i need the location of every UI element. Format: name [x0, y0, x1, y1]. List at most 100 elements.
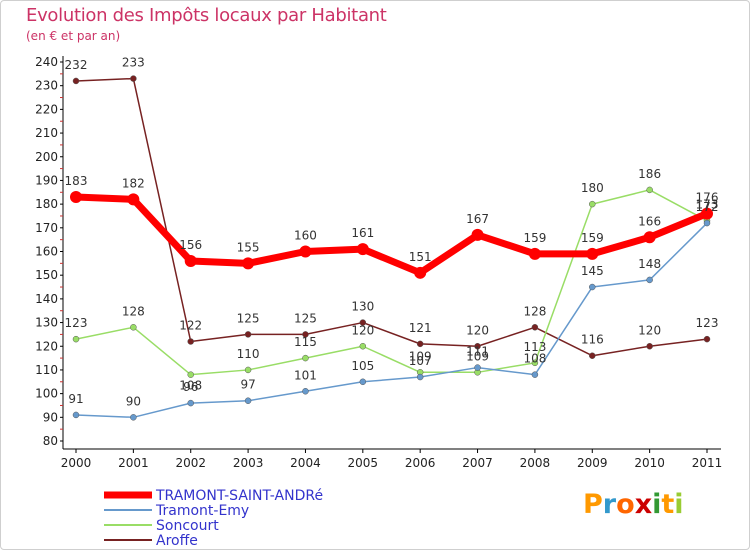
data-label: 156: [179, 238, 202, 252]
series-line-soncourt: [75, 189, 708, 376]
data-label: 116: [581, 333, 604, 347]
logo-letter: o: [616, 489, 635, 520]
y-tick-label: 200: [35, 150, 58, 164]
data-point: [414, 266, 427, 279]
data-label: 121: [409, 321, 432, 335]
data-label: 109: [409, 349, 432, 363]
data-label: 176: [696, 191, 719, 205]
proxiti-logo: Proxiti: [583, 489, 684, 520]
legend-label: Aroffe: [156, 533, 198, 549]
data-label: 110: [237, 347, 260, 361]
data-label: 108: [523, 352, 546, 366]
y-tick-label: 230: [35, 79, 58, 93]
y-tick-label: 90: [43, 410, 58, 424]
x-tick-label: 2000: [61, 456, 92, 470]
logo-letter: P: [583, 489, 603, 520]
data-label: 91: [68, 392, 83, 406]
data-label: 125: [294, 311, 317, 325]
data-label: 130: [351, 300, 374, 314]
data-point: [244, 366, 252, 374]
data-label: 113: [523, 340, 546, 354]
data-point: [589, 200, 596, 208]
data-point: [531, 359, 539, 367]
data-label: 123: [696, 316, 719, 330]
data-label: 172: [696, 200, 719, 214]
data-point: [302, 354, 309, 362]
y-tick-label: 130: [35, 316, 58, 330]
y-tick-label: 140: [35, 292, 58, 306]
data-point: [471, 228, 484, 241]
y-tick-label: 150: [35, 268, 58, 282]
data-point: [359, 343, 367, 350]
data-label: 151: [409, 250, 432, 264]
y-tick-label: 220: [35, 102, 58, 116]
data-point: [244, 397, 252, 404]
data-point: [72, 77, 80, 85]
data-label: 115: [294, 335, 317, 349]
y-tick-label: 180: [35, 197, 58, 211]
data-label: 160: [294, 229, 317, 243]
data-point: [302, 331, 309, 338]
chart-subtitle: (en € et par an): [26, 29, 121, 43]
data-point: [359, 319, 367, 326]
data-label: 145: [581, 264, 604, 278]
series-line-tramont-emy: [75, 222, 708, 419]
data-point: [589, 283, 596, 291]
y-tick-label: 210: [35, 126, 58, 140]
legend-label: Soncourt: [156, 518, 219, 534]
data-point: [70, 191, 82, 204]
x-tick-label: 2004: [290, 456, 321, 470]
data-label: 155: [237, 240, 260, 254]
data-point: [359, 378, 367, 386]
y-tick-label: 240: [35, 55, 58, 69]
data-label: 125: [237, 311, 260, 325]
data-label: 109: [466, 349, 489, 363]
data-point: [589, 352, 596, 359]
data-point: [703, 335, 711, 343]
data-point: [701, 207, 713, 220]
data-point: [416, 373, 424, 381]
data-point: [646, 343, 653, 350]
x-tick-label: 2008: [520, 456, 551, 470]
data-point: [531, 371, 539, 378]
data-label: 182: [122, 176, 145, 190]
data-label: 159: [523, 231, 546, 245]
data-label: 148: [638, 257, 661, 271]
data-point: [244, 331, 252, 338]
data-label: 233: [122, 56, 145, 70]
data-label: 120: [466, 323, 489, 337]
y-tick-label: 80: [43, 434, 58, 448]
data-point: [356, 243, 369, 256]
data-label: 123: [65, 316, 88, 330]
data-point: [643, 231, 656, 244]
data-point: [416, 340, 424, 348]
logo-letter: r: [602, 489, 617, 520]
data-point: [72, 335, 80, 343]
data-label: 97: [240, 378, 255, 392]
legend-label: Tramont-Emy: [155, 503, 249, 519]
data-point: [646, 186, 653, 194]
logo-letter: x: [634, 489, 653, 520]
data-label: 111: [466, 345, 489, 359]
y-tick-label: 170: [35, 221, 58, 235]
data-label: 159: [581, 231, 604, 245]
data-point: [242, 257, 255, 270]
data-point: [130, 324, 137, 331]
logo-letter: i: [652, 489, 662, 520]
data-label: 183: [65, 174, 88, 188]
data-point: [586, 247, 599, 260]
data-point: [187, 338, 194, 345]
x-tick-label: 2001: [118, 456, 149, 470]
x-tick-label: 2009: [577, 456, 608, 470]
data-point: [302, 388, 309, 395]
data-point: [646, 276, 653, 284]
data-point: [127, 193, 140, 206]
data-label: 173: [696, 198, 719, 212]
data-point: [184, 254, 197, 267]
y-tick-label: 100: [35, 387, 58, 401]
series-line-aroffe: [75, 77, 708, 357]
data-label: 180: [581, 181, 604, 195]
data-point: [72, 411, 80, 419]
